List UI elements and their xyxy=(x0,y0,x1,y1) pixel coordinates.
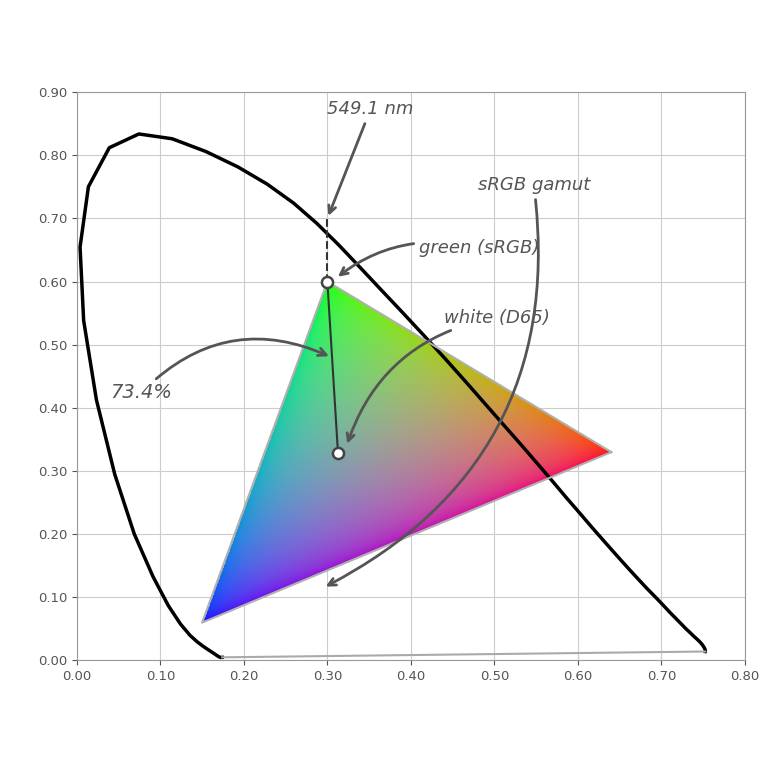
Text: sRGB gamut: sRGB gamut xyxy=(329,176,590,585)
Text: 549.1 nm: 549.1 nm xyxy=(327,101,414,213)
Text: 73.4%: 73.4% xyxy=(111,339,326,402)
Text: green (sRGB): green (sRGB) xyxy=(340,239,540,275)
Text: white (D65): white (D65) xyxy=(347,309,550,441)
